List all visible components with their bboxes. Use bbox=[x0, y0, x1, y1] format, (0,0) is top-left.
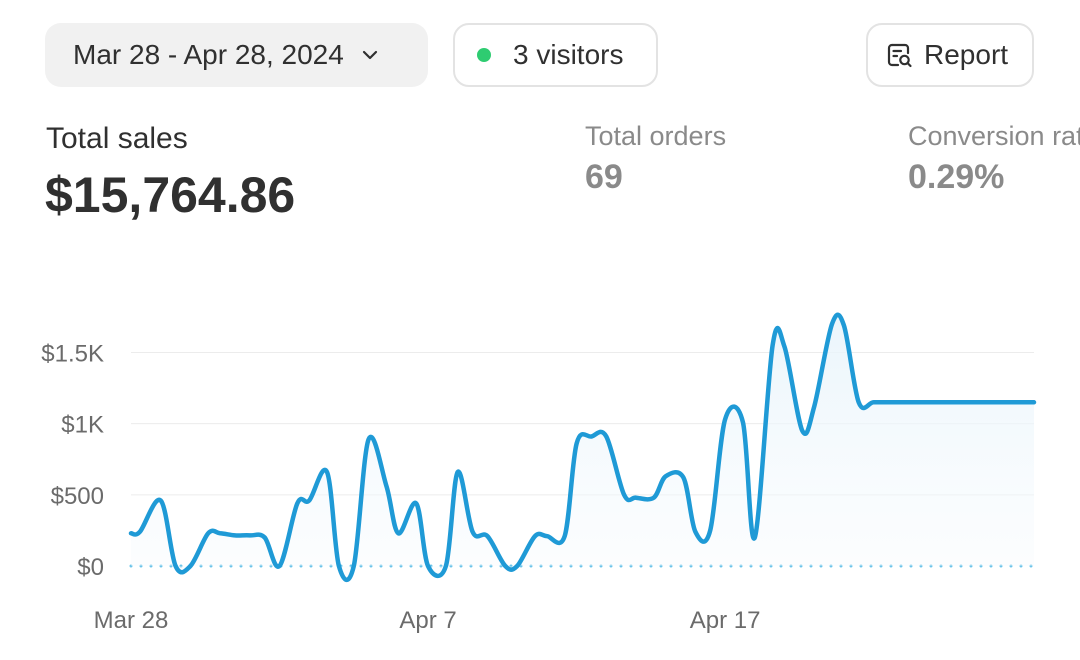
report-search-icon bbox=[887, 43, 912, 68]
date-range-label: Mar 28 - Apr 28, 2024 bbox=[73, 39, 344, 70]
live-visitors-button[interactable]: 3 visitors bbox=[453, 23, 658, 87]
total-orders-label: Total orders bbox=[585, 121, 727, 151]
sales-series-line bbox=[128, 312, 1037, 583]
visitors-label: 3 visitors bbox=[513, 39, 624, 70]
conversion-rate-label: Conversion rate bbox=[908, 121, 1080, 151]
report-button[interactable]: Report bbox=[866, 23, 1034, 87]
report-label: Report bbox=[924, 39, 1009, 70]
chevron-down-icon bbox=[362, 50, 377, 60]
y-tick-label: $0 bbox=[77, 554, 104, 581]
sales-area-fill bbox=[131, 314, 1034, 580]
total-orders-value: 69 bbox=[585, 158, 623, 196]
y-tick-label: $500 bbox=[51, 483, 104, 510]
sales-line-chart: $0 $500 $1K $1.5K Mar 28 Apr 7 Apr 17 bbox=[41, 312, 1037, 634]
x-tick-label: Mar 28 bbox=[94, 607, 169, 634]
live-status-dot bbox=[477, 48, 491, 62]
total-sales-label: Total sales bbox=[46, 122, 188, 155]
y-tick-label: $1K bbox=[61, 412, 104, 439]
date-range-picker[interactable]: Mar 28 - Apr 28, 2024 bbox=[45, 23, 428, 87]
y-tick-label: $1.5K bbox=[41, 340, 104, 367]
x-tick-label: Apr 7 bbox=[399, 607, 456, 634]
conversion-rate-value: 0.29% bbox=[908, 158, 1005, 196]
x-tick-label: Apr 17 bbox=[690, 607, 761, 634]
total-sales-value: $15,764.86 bbox=[45, 167, 296, 223]
